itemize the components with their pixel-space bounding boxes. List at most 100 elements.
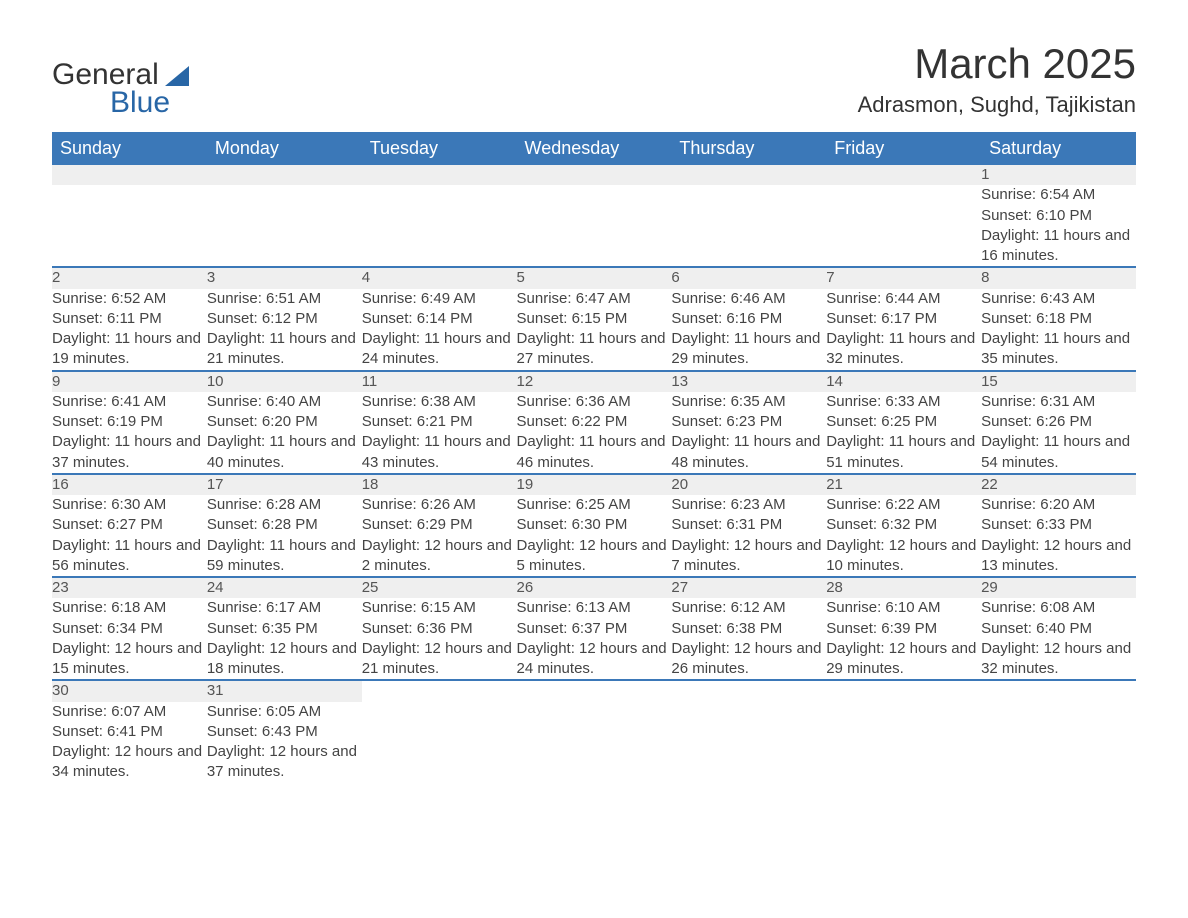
sunrise-text: Sunrise: 6:17 AM xyxy=(207,598,362,618)
day-detail-cell xyxy=(517,185,672,267)
day-detail-cell: Sunrise: 6:52 AMSunset: 6:11 PMDaylight:… xyxy=(52,289,207,371)
day-number-cell: 29 xyxy=(981,577,1136,598)
sunrise-text: Sunrise: 6:25 AM xyxy=(517,495,672,515)
week-daynum-row: 2345678 xyxy=(52,267,1136,288)
daylight-text: Daylight: 12 hours and 34 minutes. xyxy=(52,742,207,783)
day-detail-cell xyxy=(362,702,517,783)
day-number-cell: 14 xyxy=(826,371,981,392)
sunrise-text: Sunrise: 6:28 AM xyxy=(207,495,362,515)
col-saturday: Saturday xyxy=(981,132,1136,165)
sunset-text: Sunset: 6:35 PM xyxy=(207,619,362,639)
day-detail-cell xyxy=(826,185,981,267)
daylight-text: Daylight: 12 hours and 32 minutes. xyxy=(981,639,1136,680)
sunset-text: Sunset: 6:21 PM xyxy=(362,412,517,432)
day-number-cell: 25 xyxy=(362,577,517,598)
day-number-cell: 4 xyxy=(362,267,517,288)
day-number-cell: 28 xyxy=(826,577,981,598)
day-number-cell xyxy=(671,165,826,185)
logo-text-blue: Blue xyxy=(110,86,170,120)
daylight-text: Daylight: 12 hours and 24 minutes. xyxy=(517,639,672,680)
sunset-text: Sunset: 6:18 PM xyxy=(981,309,1136,329)
day-detail-cell xyxy=(207,185,362,267)
day-number-cell: 15 xyxy=(981,371,1136,392)
day-detail-cell: Sunrise: 6:05 AMSunset: 6:43 PMDaylight:… xyxy=(207,702,362,783)
daylight-text: Daylight: 12 hours and 2 minutes. xyxy=(362,536,517,577)
day-number-cell xyxy=(517,165,672,185)
daylight-text: Daylight: 12 hours and 10 minutes. xyxy=(826,536,981,577)
sunset-text: Sunset: 6:19 PM xyxy=(52,412,207,432)
daylight-text: Daylight: 11 hours and 16 minutes. xyxy=(981,226,1136,267)
day-number-cell xyxy=(517,680,672,701)
day-number-cell xyxy=(362,680,517,701)
sunset-text: Sunset: 6:29 PM xyxy=(362,515,517,535)
col-monday: Monday xyxy=(207,132,362,165)
day-number-cell xyxy=(52,165,207,185)
sunrise-text: Sunrise: 6:26 AM xyxy=(362,495,517,515)
day-detail-cell: Sunrise: 6:31 AMSunset: 6:26 PMDaylight:… xyxy=(981,392,1136,474)
day-number-cell: 17 xyxy=(207,474,362,495)
daylight-text: Daylight: 12 hours and 29 minutes. xyxy=(826,639,981,680)
daylight-text: Daylight: 12 hours and 21 minutes. xyxy=(362,639,517,680)
day-detail-cell xyxy=(826,702,981,783)
day-detail-cell: Sunrise: 6:07 AMSunset: 6:41 PMDaylight:… xyxy=(52,702,207,783)
week-daynum-row: 3031 xyxy=(52,680,1136,701)
day-detail-cell: Sunrise: 6:44 AMSunset: 6:17 PMDaylight:… xyxy=(826,289,981,371)
sunrise-text: Sunrise: 6:07 AM xyxy=(52,702,207,722)
sunrise-text: Sunrise: 6:20 AM xyxy=(981,495,1136,515)
day-number-cell: 19 xyxy=(517,474,672,495)
sunrise-text: Sunrise: 6:35 AM xyxy=(671,392,826,412)
day-detail-cell: Sunrise: 6:15 AMSunset: 6:36 PMDaylight:… xyxy=(362,598,517,680)
day-detail-cell: Sunrise: 6:46 AMSunset: 6:16 PMDaylight:… xyxy=(671,289,826,371)
logo: General Blue xyxy=(52,40,189,120)
sunset-text: Sunset: 6:22 PM xyxy=(517,412,672,432)
week-details-row: Sunrise: 6:18 AMSunset: 6:34 PMDaylight:… xyxy=(52,598,1136,680)
week-daynum-row: 16171819202122 xyxy=(52,474,1136,495)
daylight-text: Daylight: 11 hours and 35 minutes. xyxy=(981,329,1136,370)
day-detail-cell: Sunrise: 6:30 AMSunset: 6:27 PMDaylight:… xyxy=(52,495,207,577)
week-details-row: Sunrise: 6:54 AMSunset: 6:10 PMDaylight:… xyxy=(52,185,1136,267)
day-number-cell xyxy=(981,680,1136,701)
page-header: General Blue March 2025 Adrasmon, Sughd,… xyxy=(52,40,1136,120)
daylight-text: Daylight: 11 hours and 37 minutes. xyxy=(52,432,207,473)
day-detail-cell: Sunrise: 6:33 AMSunset: 6:25 PMDaylight:… xyxy=(826,392,981,474)
daylight-text: Daylight: 12 hours and 5 minutes. xyxy=(517,536,672,577)
sunrise-text: Sunrise: 6:22 AM xyxy=(826,495,981,515)
daylight-text: Daylight: 11 hours and 40 minutes. xyxy=(207,432,362,473)
day-number-cell: 11 xyxy=(362,371,517,392)
day-number-cell: 12 xyxy=(517,371,672,392)
day-detail-cell: Sunrise: 6:10 AMSunset: 6:39 PMDaylight:… xyxy=(826,598,981,680)
sunset-text: Sunset: 6:34 PM xyxy=(52,619,207,639)
sunset-text: Sunset: 6:23 PM xyxy=(671,412,826,432)
col-friday: Friday xyxy=(826,132,981,165)
day-detail-cell: Sunrise: 6:28 AMSunset: 6:28 PMDaylight:… xyxy=(207,495,362,577)
day-number-cell xyxy=(671,680,826,701)
day-detail-cell: Sunrise: 6:20 AMSunset: 6:33 PMDaylight:… xyxy=(981,495,1136,577)
day-detail-cell: Sunrise: 6:35 AMSunset: 6:23 PMDaylight:… xyxy=(671,392,826,474)
day-detail-cell: Sunrise: 6:49 AMSunset: 6:14 PMDaylight:… xyxy=(362,289,517,371)
day-detail-cell xyxy=(671,185,826,267)
sunrise-text: Sunrise: 6:46 AM xyxy=(671,289,826,309)
day-number-cell: 22 xyxy=(981,474,1136,495)
day-number-cell: 6 xyxy=(671,267,826,288)
sunset-text: Sunset: 6:12 PM xyxy=(207,309,362,329)
day-number-cell: 23 xyxy=(52,577,207,598)
calendar-table: Sunday Monday Tuesday Wednesday Thursday… xyxy=(52,132,1136,783)
week-daynum-row: 23242526272829 xyxy=(52,577,1136,598)
sunrise-text: Sunrise: 6:41 AM xyxy=(52,392,207,412)
day-number-cell: 10 xyxy=(207,371,362,392)
day-number-cell: 9 xyxy=(52,371,207,392)
sunset-text: Sunset: 6:36 PM xyxy=(362,619,517,639)
daylight-text: Daylight: 11 hours and 27 minutes. xyxy=(517,329,672,370)
day-detail-cell xyxy=(981,702,1136,783)
day-number-cell: 20 xyxy=(671,474,826,495)
day-number-cell: 26 xyxy=(517,577,672,598)
day-detail-cell: Sunrise: 6:17 AMSunset: 6:35 PMDaylight:… xyxy=(207,598,362,680)
day-detail-cell: Sunrise: 6:43 AMSunset: 6:18 PMDaylight:… xyxy=(981,289,1136,371)
day-number-cell: 27 xyxy=(671,577,826,598)
sunrise-text: Sunrise: 6:38 AM xyxy=(362,392,517,412)
sunrise-text: Sunrise: 6:30 AM xyxy=(52,495,207,515)
sunrise-text: Sunrise: 6:05 AM xyxy=(207,702,362,722)
day-number-cell: 31 xyxy=(207,680,362,701)
daylight-text: Daylight: 11 hours and 43 minutes. xyxy=(362,432,517,473)
sunset-text: Sunset: 6:17 PM xyxy=(826,309,981,329)
